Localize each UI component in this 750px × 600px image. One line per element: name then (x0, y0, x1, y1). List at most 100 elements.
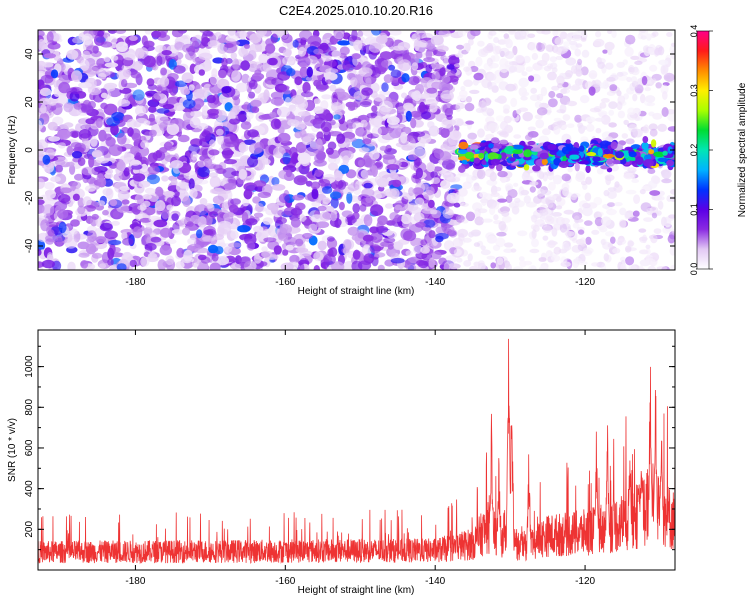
heatmap-cell (571, 65, 577, 74)
x-tick-label: -140 (425, 576, 445, 587)
heatmap-cell (321, 55, 332, 62)
heatmap-cell (386, 116, 400, 125)
heatmap-cell (282, 55, 295, 66)
heatmap-cell (342, 239, 352, 251)
heatmap-cell (488, 30, 497, 36)
heatmap-cell (559, 103, 567, 114)
heatmap-cell (331, 261, 345, 270)
heatmap-cell (466, 174, 474, 184)
heatmap-cell (580, 37, 587, 42)
heatmap-cell (207, 40, 220, 48)
heatmap-cell (223, 182, 237, 190)
heatmap-cell (383, 237, 396, 244)
heatmap-cell (370, 231, 383, 243)
heatmap-cell (219, 179, 227, 186)
heatmap-cell (282, 49, 292, 57)
heatmap-cell (474, 216, 485, 226)
heatmap-cell (449, 247, 457, 255)
heatmap-cell (575, 43, 583, 48)
heatmap-cell (295, 142, 307, 153)
heatmap-cell (156, 55, 163, 67)
heatmap-cell (490, 148, 500, 153)
heatmap-cell (43, 53, 56, 59)
heatmap-cell (482, 218, 493, 223)
heatmap-cell (513, 182, 519, 187)
heatmap-cell (420, 111, 432, 120)
heatmap-y-axis: -40 -20 0 20 40 (24, 48, 675, 253)
heatmap-cell (290, 218, 301, 228)
snr-panel: -180 -160 -140 -120 200 400 600 800 1000 Height… (7, 329, 676, 596)
heatmap-cell (669, 45, 675, 54)
y-tick-label: 400 (24, 480, 35, 497)
heatmap-cell (251, 106, 260, 113)
snr-frame (37, 329, 676, 571)
heatmap-cell (156, 189, 164, 197)
heatmap-cell (620, 256, 626, 262)
heatmap-cell (505, 263, 512, 270)
heatmap-cell (529, 42, 539, 52)
heatmap-cell (38, 248, 42, 256)
heatmap-cell (377, 215, 388, 226)
heatmap-cell (321, 94, 332, 100)
heatmap-cell (440, 179, 451, 189)
heatmap-cell (408, 187, 415, 197)
heatmap-cell (605, 231, 615, 237)
heatmap-cell (379, 100, 393, 113)
heatmap-cell (175, 181, 189, 194)
heatmap-cell (130, 71, 142, 79)
heatmap-cell (221, 201, 229, 211)
heatmap-cell (197, 123, 209, 130)
heatmap-cell (261, 250, 273, 258)
heatmap-cell (416, 259, 426, 266)
snr-y-label: SNR (10 * v/v) (7, 418, 18, 482)
heatmap-cell (632, 128, 643, 138)
heatmap-cell (104, 230, 118, 240)
heatmap-cell (493, 214, 499, 221)
heatmap-cell (322, 197, 331, 205)
heatmap-cell (358, 147, 370, 153)
heatmap-cell (361, 87, 373, 96)
heatmap-cell (579, 95, 590, 104)
heatmap-cell (651, 212, 658, 219)
heatmap-cell (215, 167, 226, 174)
heatmap-cell (209, 211, 218, 218)
heatmap-cell (515, 55, 525, 64)
heatmap-cell (597, 211, 604, 217)
heatmap-cell (111, 220, 120, 226)
heatmap-cell (159, 76, 170, 88)
heatmap-cell (480, 245, 486, 251)
heatmap-cell (211, 187, 225, 195)
heatmap-cell (667, 126, 675, 132)
heatmap-cell (238, 256, 251, 268)
heatmap-cell (330, 210, 338, 222)
heatmap-cell (458, 141, 469, 150)
heatmap-cell (514, 54, 525, 64)
heatmap-cell (209, 74, 219, 86)
heatmap-cell (191, 40, 200, 53)
heatmap-cell (327, 248, 334, 257)
heatmap-cell (103, 56, 111, 63)
heatmap-cell (553, 117, 562, 122)
heatmap-cell (71, 70, 83, 82)
heatmap-cell (156, 108, 170, 114)
heatmap-cell (73, 102, 82, 110)
heatmap-cell (196, 229, 203, 239)
heatmap-cell (540, 86, 548, 97)
heatmap-cell (370, 30, 382, 36)
heatmap-cell (386, 231, 397, 239)
heatmap-cell (520, 189, 529, 196)
heatmap-cell (379, 90, 391, 96)
y-tick-label: -40 (24, 238, 35, 253)
heatmap-cell (562, 114, 571, 121)
heatmap-cell (58, 81, 71, 94)
heatmap-cell (566, 100, 578, 107)
heatmap-cell (574, 78, 583, 86)
heatmap-cell (512, 149, 523, 154)
heatmap-cell (521, 91, 530, 97)
heatmap-cell (243, 43, 251, 49)
heatmap-cell (595, 127, 602, 134)
heatmap-cell (563, 41, 571, 47)
heatmap-cell (529, 186, 536, 193)
heatmap-cell (57, 209, 69, 219)
heatmap-cell (498, 30, 509, 33)
